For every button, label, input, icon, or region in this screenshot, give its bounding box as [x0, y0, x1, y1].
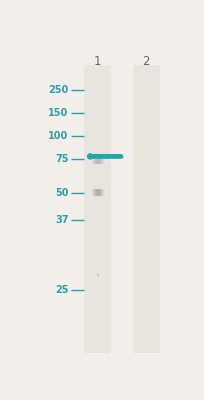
Bar: [107, 189, 108, 196]
Bar: [102, 189, 103, 196]
Bar: [88, 189, 89, 196]
Bar: [85, 189, 86, 196]
Bar: [105, 189, 106, 196]
Bar: [97, 189, 98, 196]
Bar: [103, 189, 104, 196]
Text: 25: 25: [55, 285, 68, 295]
Bar: [93, 189, 94, 196]
Bar: [107, 154, 108, 164]
Bar: [89, 189, 90, 196]
Bar: [86, 154, 87, 164]
Text: 100: 100: [48, 131, 68, 141]
Bar: [88, 154, 89, 164]
Bar: [103, 154, 104, 164]
Bar: [85, 154, 86, 164]
Bar: [90, 189, 91, 196]
Bar: [91, 189, 92, 196]
Bar: [104, 154, 105, 164]
Bar: [102, 154, 103, 164]
Bar: [132, 65, 159, 353]
Bar: [98, 189, 99, 196]
Text: 37: 37: [55, 216, 68, 226]
Bar: [108, 154, 109, 164]
Bar: [100, 189, 101, 196]
Text: 1: 1: [94, 55, 101, 68]
Bar: [94, 154, 95, 164]
Bar: [99, 154, 100, 164]
Bar: [95, 154, 96, 164]
Bar: [108, 189, 109, 196]
Bar: [97, 154, 98, 164]
Bar: [92, 189, 93, 196]
Bar: [100, 154, 101, 164]
Bar: [104, 189, 105, 196]
Bar: [95, 189, 96, 196]
Bar: [96, 189, 97, 196]
Bar: [91, 154, 92, 164]
Bar: [87, 189, 88, 196]
Bar: [86, 189, 87, 196]
Bar: [101, 189, 102, 196]
Bar: [109, 154, 110, 164]
Bar: [96, 154, 97, 164]
Text: 2: 2: [142, 55, 149, 68]
Bar: [106, 154, 107, 164]
Bar: [109, 189, 110, 196]
Bar: [94, 189, 95, 196]
Text: 250: 250: [48, 84, 68, 94]
Bar: [101, 154, 102, 164]
Bar: [93, 154, 94, 164]
Bar: [84, 65, 111, 353]
Text: 75: 75: [55, 154, 68, 164]
Text: 150: 150: [48, 108, 68, 118]
Bar: [99, 189, 100, 196]
Bar: [105, 154, 106, 164]
Bar: [106, 189, 107, 196]
Circle shape: [96, 274, 98, 277]
Bar: [92, 154, 93, 164]
Bar: [98, 154, 99, 164]
Bar: [89, 154, 90, 164]
Bar: [90, 154, 91, 164]
Text: 50: 50: [55, 188, 68, 198]
Bar: [87, 154, 88, 164]
